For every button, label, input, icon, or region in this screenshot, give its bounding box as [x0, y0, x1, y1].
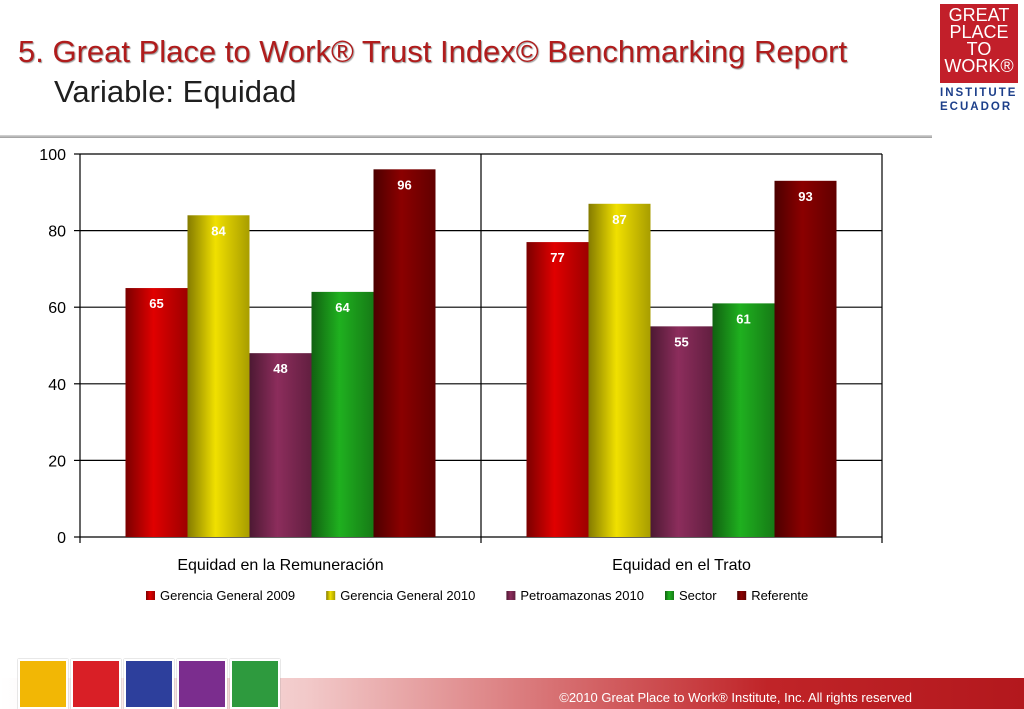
data-label-2-1: 77: [550, 250, 564, 265]
data-label-1-4: 64: [335, 300, 350, 315]
legend-swatch-4: [665, 591, 674, 600]
page-subtitle: Variable: Equidad: [54, 74, 297, 109]
bar-1-1: [125, 288, 188, 537]
people-icon-red: [71, 659, 121, 709]
legend-label-2: Gerencia General 2010: [340, 588, 475, 603]
y-tick-label-0: 0: [57, 530, 66, 547]
y-tick-label-80: 80: [48, 224, 66, 241]
bar-1-2: [187, 215, 250, 537]
bar-1-4: [311, 291, 374, 537]
legend-label-4: Sector: [679, 588, 717, 603]
logo-line-3: TO: [966, 39, 992, 59]
copyright-text: ©2010 Great Place to Work® Institute, In…: [559, 690, 912, 705]
legend-swatch-2: [326, 591, 336, 600]
people-icon-purple: [177, 659, 227, 709]
bar-1-3: [249, 353, 312, 537]
institute-label: INSTITUTE: [940, 87, 1018, 99]
data-label-2-3: 55: [674, 334, 688, 349]
y-tick-label-60: 60: [48, 300, 66, 317]
data-label-1-1: 65: [149, 296, 163, 311]
category-label-2: Equidad en el Trato: [612, 557, 751, 574]
data-label-1-3: 48: [273, 361, 287, 376]
data-label-1-5: 96: [397, 177, 411, 192]
institute-wordmark: INSTITUTE ECUADOR: [940, 86, 1020, 114]
bar-2-5: [774, 180, 837, 537]
legend-swatch-3: [506, 591, 516, 600]
legend-swatch-5: [737, 591, 747, 600]
legend-label-1: Gerencia General 2009: [160, 588, 295, 603]
data-label-1-2: 84: [211, 223, 226, 238]
country-label: ECUADOR: [940, 101, 1013, 113]
page-title: 5. Great Place to Work® Trust Index© Ben…: [18, 34, 848, 69]
people-icon-blue: [124, 659, 174, 709]
logo-line-1: GREAT: [948, 5, 1010, 25]
legend-label-5: Referente: [751, 588, 808, 603]
title-divider: [0, 135, 932, 138]
y-tick-label-40: 40: [48, 377, 66, 394]
data-label-2-5: 93: [798, 189, 812, 204]
category-label-1: Equidad en la Remuneración: [177, 557, 383, 574]
data-label-2-4: 61: [736, 311, 750, 326]
y-tick-label-100: 100: [39, 147, 66, 164]
bar-2-3: [650, 326, 713, 537]
bar-1-5: [373, 169, 436, 537]
logo-line-4: WORK®: [944, 56, 1014, 76]
bar-2-4: [712, 303, 775, 537]
people-icon-yellow: [18, 659, 68, 709]
legend-swatch-1: [146, 591, 155, 600]
logo-line-2: PLACE: [949, 22, 1009, 42]
gptw-logo: GREAT PLACE TO WORK®: [940, 4, 1018, 83]
people-icon-green: [230, 659, 280, 709]
bar-2-2: [588, 203, 651, 537]
y-tick-label-20: 20: [48, 453, 66, 470]
bar-chart: 0 20 40 60 80 100 65 84 48 64 96 Equidad en la Remu…: [39, 147, 883, 603]
legend-label-3: Petroamazonas 2010: [520, 588, 644, 603]
bar-2-1: [526, 242, 589, 537]
data-label-2-2: 87: [612, 212, 626, 227]
